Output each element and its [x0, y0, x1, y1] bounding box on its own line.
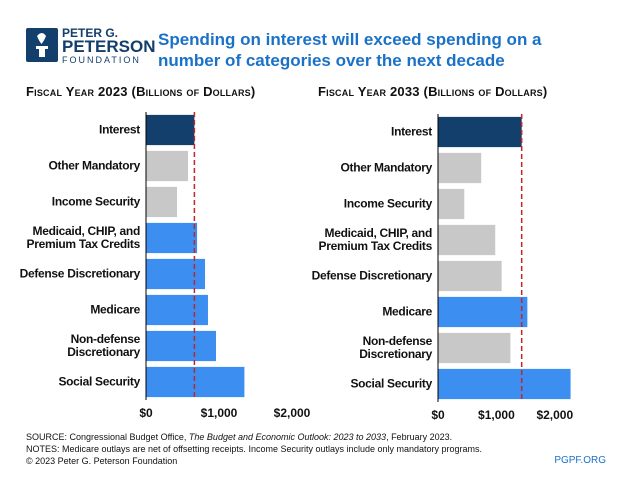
site: PGPF.ORG: [554, 455, 606, 466]
source-text: The Budget and Economic Outlook: 2023 to…: [188, 432, 387, 442]
copyright: © 2023 Peter G. Peterson Foundation: [26, 456, 178, 466]
bar: [438, 152, 482, 184]
bar: [146, 330, 217, 362]
logo-icon: [26, 28, 58, 62]
category-label: Social Security: [350, 376, 432, 391]
x-tick-label: $1,000: [478, 408, 515, 422]
category-label: Other Mandatory: [48, 158, 140, 173]
bar: [438, 332, 511, 364]
category-label: Income Security: [51, 194, 141, 209]
category-label: Medicare: [90, 302, 140, 317]
x-tick-label: $0: [431, 408, 445, 422]
bar: [438, 188, 465, 220]
bar: [438, 260, 502, 292]
category-label: Income Security: [343, 196, 433, 211]
category-label: Medicare: [382, 304, 432, 319]
category-label: Defense Discretionary: [19, 266, 141, 281]
logo-line: FOUNDATION: [62, 55, 141, 65]
category-label: Non-defense Discretionary: [67, 332, 140, 359]
bar: [146, 258, 205, 290]
bar: [438, 224, 496, 256]
logo-line: PETER G.: [62, 26, 119, 40]
logo-line: PETERSON: [62, 37, 156, 56]
bar: [146, 294, 208, 326]
page-title: Spending on interest will exceed spendin…: [158, 30, 542, 70]
x-tick-label: $0: [139, 406, 153, 420]
bar: [146, 150, 188, 182]
bar: [146, 186, 178, 218]
source: SOURCE: Congressional Budget Office, The…: [26, 432, 452, 442]
category-label: Interest: [99, 122, 140, 137]
chart-title: Fiscal Year 2033 (Billions of Dollars): [318, 84, 548, 99]
bar: [146, 222, 198, 254]
bar: [438, 368, 571, 400]
x-tick-label: $2,000: [273, 406, 311, 420]
source-text: SOURCE: Congressional Budget Office,: [26, 432, 189, 442]
category-label: Other Mandatory: [340, 160, 432, 175]
category-label: Non-defense Discretionary: [359, 334, 432, 361]
x-tick-label: $2,000: [536, 408, 574, 422]
notes: NOTES: Medicare outlays are net of offse…: [26, 444, 483, 454]
category-label: Defense Discretionary: [311, 268, 433, 283]
bar: [438, 116, 522, 148]
category-label: Medicaid, CHIP, and Premium Tax Credits: [318, 226, 433, 253]
source-text: , February 2023.: [386, 432, 453, 442]
chart-title: Fiscal Year 2023 (Billions of Dollars): [26, 84, 256, 99]
bar: [438, 296, 528, 328]
bar: [146, 366, 245, 398]
category-label: Interest: [391, 124, 432, 139]
category-label: Medicaid, CHIP, and Premium Tax Credits: [26, 224, 141, 251]
bar: [146, 114, 195, 146]
category-label: Social Security: [58, 374, 140, 389]
x-tick-label: $1,000: [200, 406, 238, 420]
